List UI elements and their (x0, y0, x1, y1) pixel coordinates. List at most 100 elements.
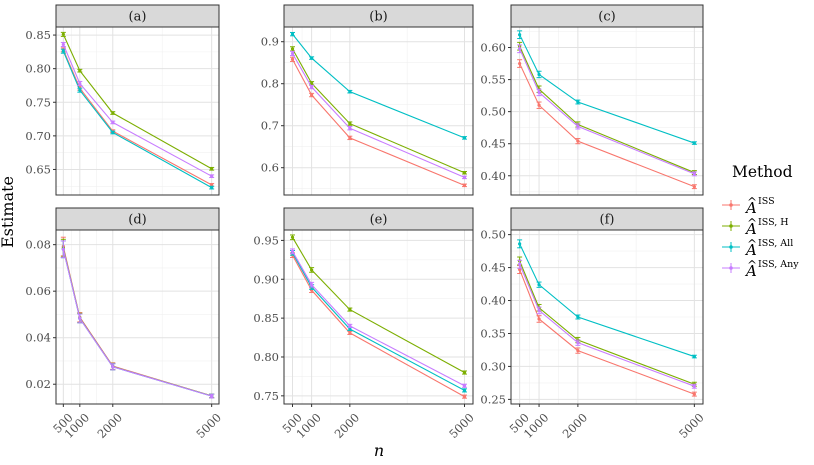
data-point (78, 69, 82, 73)
data-point (692, 392, 696, 396)
series-line (62, 34, 212, 170)
y-tick-label: 0.35 (480, 326, 506, 340)
y-tick-label: 0.70 (25, 129, 51, 143)
data-point (310, 283, 314, 287)
data-point (537, 308, 541, 313)
series-line (519, 48, 695, 175)
series-line (292, 33, 465, 139)
panel-border (510, 26, 704, 196)
series-line (519, 34, 695, 144)
data-point (518, 61, 522, 66)
data-point (348, 126, 352, 130)
data-point (290, 51, 295, 56)
y-tick-label: 0.45 (480, 137, 506, 151)
data-point (692, 141, 696, 145)
y-tick-label: 0.85 (253, 311, 279, 325)
legend-entry-iss-any: ^A ISS, Any (722, 258, 799, 280)
series-iss-any (517, 44, 697, 177)
series-line (292, 251, 465, 387)
facet-label: (d) (128, 213, 146, 228)
legend: Method^A ISS^A ISS, H^A ISS, All^A ISS, Any (722, 163, 799, 280)
data-point (310, 268, 314, 272)
legend-superscript: ISS, Any (758, 259, 799, 270)
series-iss-all (290, 31, 467, 140)
y-tick-label: 0.85 (25, 28, 51, 42)
data-point (692, 354, 696, 359)
data-point (290, 249, 295, 253)
data-point (692, 384, 696, 388)
panel-background (511, 27, 703, 195)
data-point (61, 49, 65, 53)
x-tick-label: 5000 (446, 410, 477, 441)
data-point (61, 32, 65, 36)
facet-label: (a) (129, 10, 147, 25)
data-point (576, 100, 580, 104)
data-point (692, 185, 696, 189)
data-point (210, 394, 214, 398)
data-point (290, 57, 295, 61)
data-point (348, 136, 352, 140)
data-point (537, 72, 541, 77)
panel-border (510, 229, 704, 405)
data-point (210, 186, 214, 190)
data-point (348, 122, 352, 126)
series-iss (517, 59, 697, 190)
panel-a: (a) 0.65 0.70 0.75 0.80 0.85 (25, 4, 220, 196)
legend-key-point (729, 266, 733, 270)
series-iss-any (517, 259, 697, 389)
y-tick-label: 0.40 (480, 169, 506, 183)
data-point (111, 111, 115, 115)
data-point (537, 283, 541, 287)
y-tick-label: 0.7 (261, 119, 279, 133)
legend-title: Method (732, 163, 793, 181)
data-point (576, 139, 580, 143)
data-point (518, 262, 522, 266)
panel-border (55, 26, 220, 196)
legend-key-point (729, 203, 733, 207)
series-iss-any (290, 248, 467, 388)
data-point (348, 324, 352, 328)
data-point (111, 120, 115, 125)
data-point (462, 384, 467, 388)
facet-label: (b) (369, 10, 387, 25)
panels: (a) 0.65 0.70 0.75 0.80 0.85 (b) 0.6 0.7 0.8 0.9 (c… (25, 4, 707, 441)
data-point (78, 316, 82, 320)
facet-label: (e) (370, 213, 388, 228)
x-tick-label: 5000 (676, 410, 707, 441)
series-line (62, 44, 212, 177)
series-line (292, 237, 465, 374)
data-point (518, 47, 522, 51)
legend-entry-iss-all: ^A ISS, All (722, 237, 793, 259)
y-tick-label: 0.60 (480, 41, 506, 55)
legend-symbol: A (744, 220, 757, 238)
data-point (462, 370, 467, 375)
y-tick-label: 0.75 (25, 95, 51, 109)
y-tick-label: 0.8 (261, 77, 279, 91)
series-iss-all (517, 30, 697, 145)
y-tick-label: 0.6 (261, 161, 279, 175)
x-tick-label: 2000 (332, 410, 363, 441)
y-tick-label: 0.80 (253, 350, 279, 364)
data-point (348, 327, 352, 331)
panel-border (55, 229, 220, 405)
series-line (292, 252, 465, 391)
data-point (537, 90, 541, 95)
x-tick-label: 2000 (95, 410, 126, 441)
y-tick-label: 0.04 (25, 331, 51, 345)
data-point (518, 33, 522, 37)
y-tick-label: 0.90 (253, 272, 279, 286)
y-axis-title: Estimate (0, 176, 17, 248)
panel-b: (b) 0.6 0.7 0.8 0.9 (261, 4, 474, 196)
data-point (576, 315, 580, 319)
series-line (519, 264, 695, 387)
y-tick-label: 0.9 (261, 35, 279, 49)
legend-hat: ^ (747, 216, 757, 230)
panel-border (283, 229, 474, 405)
series-line (519, 63, 695, 188)
data-point (310, 56, 314, 60)
legend-symbol: A (744, 199, 757, 217)
series-line (62, 49, 212, 186)
